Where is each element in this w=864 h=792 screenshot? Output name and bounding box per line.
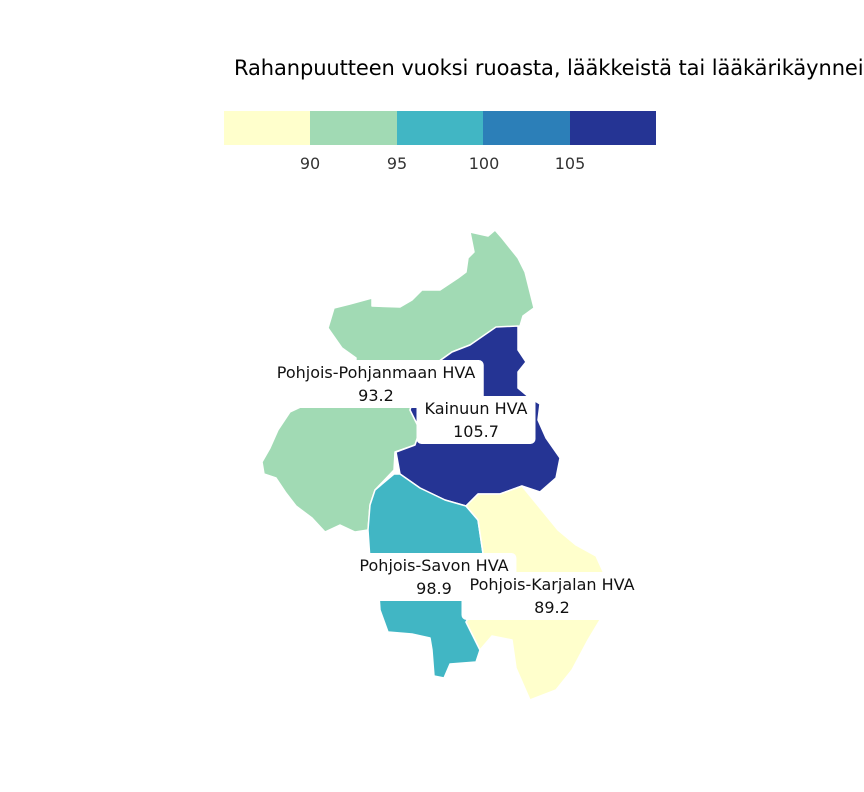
label-pohjois-karjala: Pohjois-Karjalan HVA 89.2 — [461, 572, 643, 620]
legend-tick-90: 90 — [299, 154, 321, 173]
legend-swatch-2 — [310, 111, 397, 145]
legend-tick-105: 105 — [554, 154, 586, 173]
region-name: Pohjois-Pohjanmaan HVA — [276, 363, 476, 382]
region-name: Pohjois-Karjalan HVA — [469, 575, 635, 594]
region-value: 93.2 — [358, 386, 394, 405]
legend-swatch-5 — [569, 111, 657, 145]
color-legend — [224, 111, 657, 145]
legend-swatch-1 — [224, 111, 311, 145]
region-value: 89.2 — [534, 598, 570, 617]
legend-tick-95: 95 — [386, 154, 408, 173]
region-name: Kainuun HVA — [424, 399, 528, 418]
region-name: Pohjois-Savon HVA — [359, 556, 509, 575]
legend-swatch-4 — [483, 111, 570, 145]
region-value: 105.7 — [453, 422, 499, 441]
region-value: 98.9 — [416, 579, 452, 598]
legend-tick-100: 100 — [468, 154, 500, 173]
label-kainuu: Kainuun HVA 105.7 — [416, 396, 536, 444]
map-title: Rahanpuutteen vuoksi ruoasta, lääkkeistä… — [234, 56, 864, 80]
legend-swatch-3 — [396, 111, 484, 145]
